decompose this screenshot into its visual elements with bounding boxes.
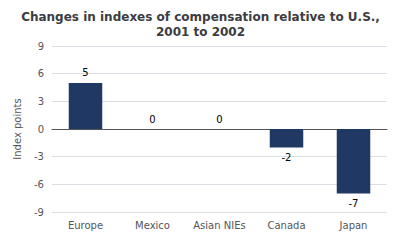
svg-text:3: 3: [38, 96, 44, 107]
svg-text:Asian NIEs: Asian NIEs: [193, 220, 245, 231]
svg-text:Mexico: Mexico: [135, 220, 170, 231]
svg-text:0: 0: [149, 114, 155, 125]
svg-text:-3: -3: [34, 151, 44, 162]
svg-text:Europe: Europe: [68, 220, 103, 231]
svg-text:0: 0: [38, 124, 44, 135]
svg-text:-2: -2: [282, 152, 292, 163]
svg-text:-7: -7: [349, 198, 359, 209]
svg-text:6: 6: [38, 68, 44, 79]
svg-text:0: 0: [216, 114, 222, 125]
svg-text:Japan: Japan: [339, 220, 368, 231]
svg-text:-6: -6: [34, 179, 44, 190]
svg-text:Index points: Index points: [12, 98, 23, 159]
svg-text:-9: -9: [34, 207, 44, 218]
svg-text:9: 9: [38, 41, 44, 52]
svg-text:Canada: Canada: [267, 220, 305, 231]
svg-text:5: 5: [82, 67, 88, 78]
svg-text:Changes in indexes of compensa: Changes in indexes of compensation relat…: [21, 10, 380, 24]
svg-text:2001 to 2002: 2001 to 2002: [156, 25, 245, 39]
